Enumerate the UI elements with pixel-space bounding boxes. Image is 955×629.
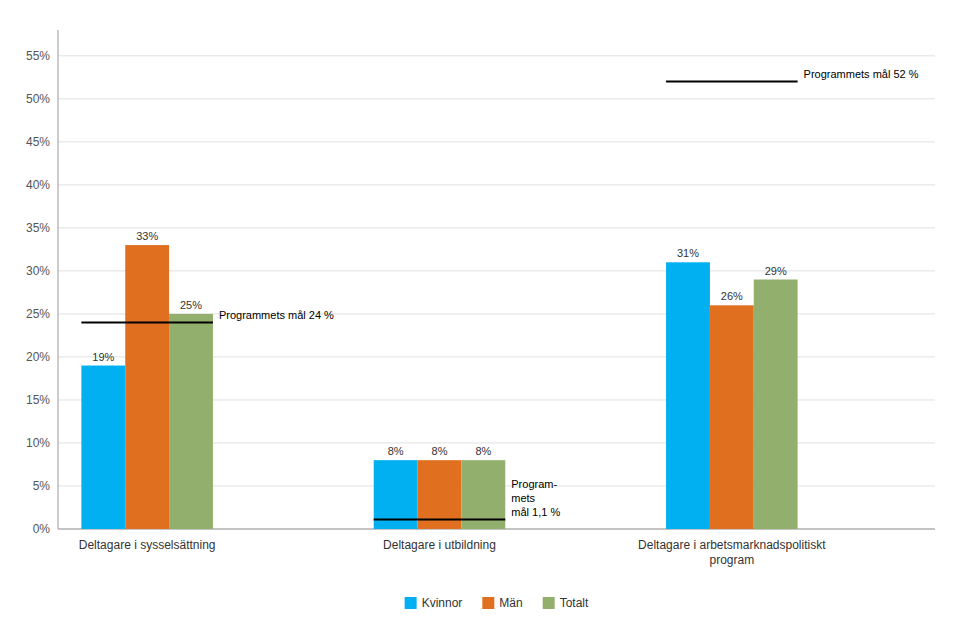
legend-swatch (405, 597, 417, 609)
grid-line (58, 184, 935, 185)
legend-label: Totalt (560, 596, 589, 610)
category-label: Deltagare i sysselsättning (79, 538, 216, 552)
bars (81, 245, 797, 529)
tick-label: 25% (26, 307, 50, 321)
grid (58, 56, 935, 529)
tick-label: 20% (26, 350, 50, 364)
grid-line (58, 98, 935, 99)
bar (169, 314, 213, 529)
target-line (374, 519, 506, 521)
target-lines (81, 82, 797, 520)
data-label: 8% (388, 445, 404, 457)
bar (710, 305, 754, 529)
data-label: 29% (765, 265, 787, 277)
data-label: 33% (136, 230, 158, 242)
annotation: Programmets mål 24 % (219, 309, 334, 321)
annotations: Programmets mål 24 % Program-metsmål 1,1 … (219, 68, 919, 518)
category-label: Deltagare i utbildning (383, 538, 496, 552)
legend-item: Totalt (543, 596, 589, 610)
data-label: 26% (721, 290, 743, 302)
tick-label: 30% (26, 264, 50, 278)
tick-label: 40% (26, 178, 50, 192)
data-label: 31% (677, 247, 699, 259)
data-label: 8% (475, 445, 491, 457)
grid-line (58, 141, 935, 142)
legend-item: Män (482, 596, 522, 610)
annotation: Programmets mål 52 % (804, 68, 919, 80)
bar (81, 366, 125, 529)
data-label: 25% (180, 299, 202, 311)
legend-item: Kvinnor (405, 596, 463, 610)
grid-line (58, 227, 935, 228)
grid-line (58, 55, 935, 56)
tick-label: 15% (26, 393, 50, 407)
legend-swatch (482, 597, 494, 609)
category-label: Deltagare i arbetsmarknadspolitisktprogr… (638, 538, 826, 567)
tick-label: 0% (33, 522, 51, 536)
bar (754, 280, 798, 530)
legend-label: Kvinnor (422, 596, 463, 610)
data-label: 19% (92, 351, 114, 363)
annotation: Program-metsmål 1,1 % (511, 478, 560, 518)
tick-label: 55% (26, 49, 50, 63)
legend-swatch (543, 597, 555, 609)
target-line (666, 81, 798, 83)
bar (666, 262, 710, 529)
tick-label: 5% (33, 479, 51, 493)
y-axis-line (58, 30, 59, 529)
data-label: 8% (432, 445, 448, 457)
tick-label: 45% (26, 135, 50, 149)
chart: 0% 5% 10% 15% 20% 25% 30% 35% 40% 45% 50% 55% 19% 8% 3… (0, 0, 955, 629)
target-line (81, 322, 213, 324)
data-labels: 19% 8% 31% 33% 8% 26% 25% 8% 29% (92, 230, 787, 457)
tick-label: 35% (26, 221, 50, 235)
legend-label: Män (499, 596, 522, 610)
legend: Kvinnor Män Totalt (405, 596, 589, 610)
tick-label: 10% (26, 436, 50, 450)
tick-label: 50% (26, 92, 50, 106)
bar (125, 245, 169, 529)
grid-line (58, 270, 935, 271)
